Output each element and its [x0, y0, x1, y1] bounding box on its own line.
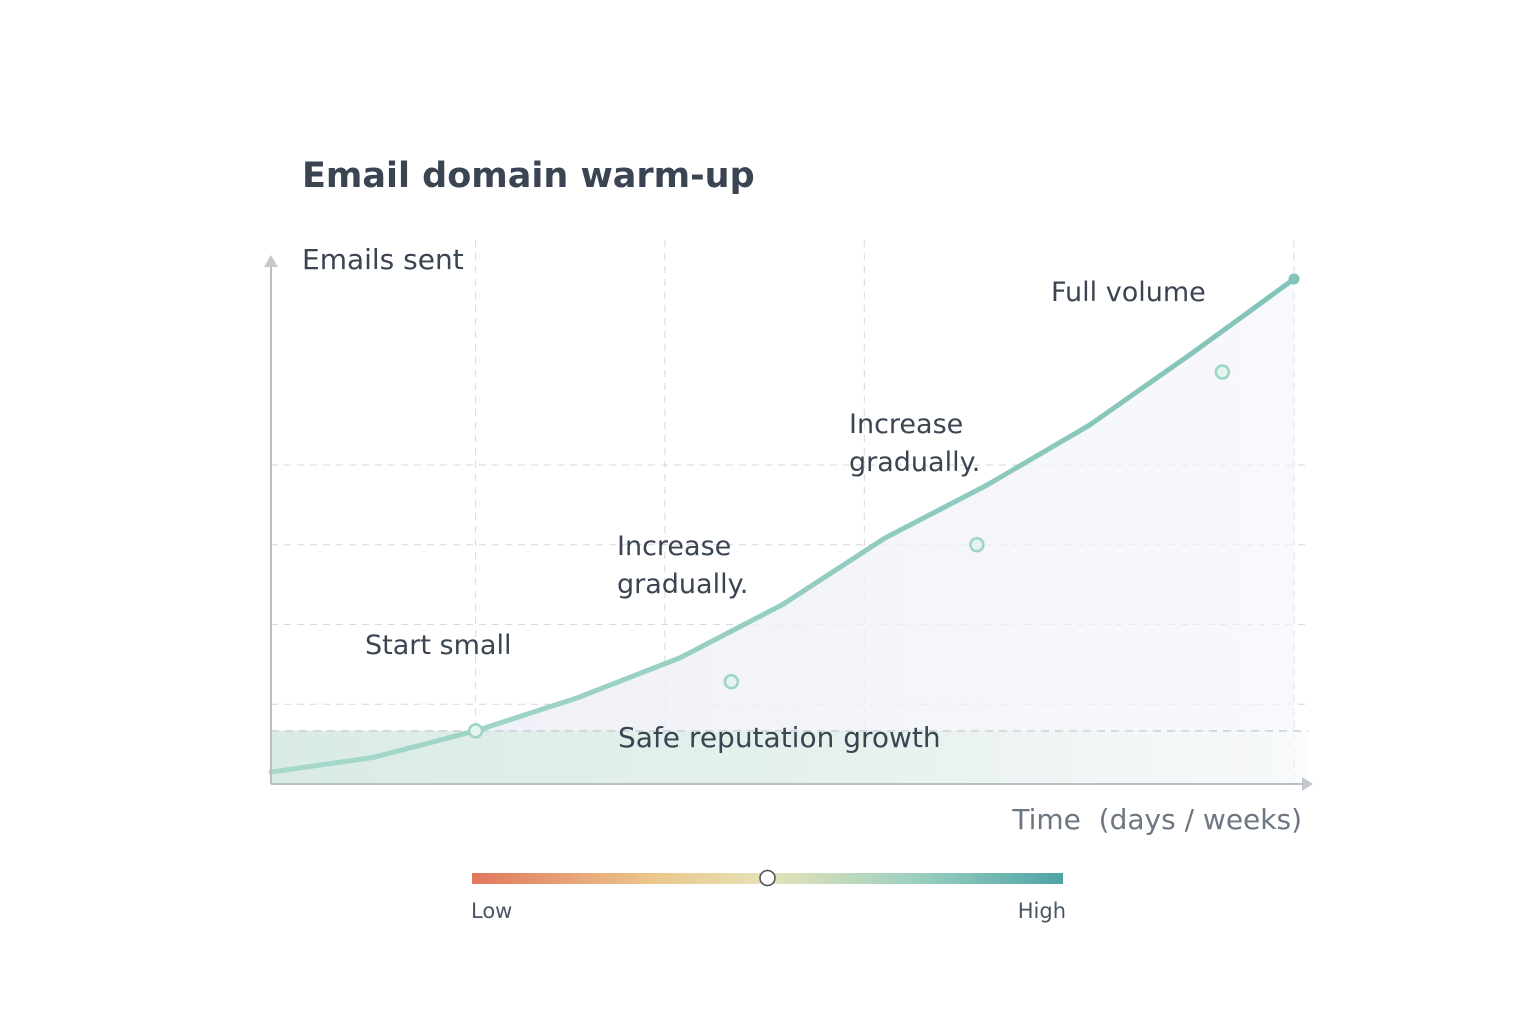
- milestone-point: [969, 537, 985, 553]
- annotations: Start small Increase gradually. Increase gra…: [365, 277, 1206, 661]
- milestone-label: Increase gradually.: [849, 409, 980, 478]
- area-under-curve: [271, 279, 1294, 784]
- scale-indicator: [759, 869, 776, 887]
- scale-low-label: Low: [471, 899, 512, 923]
- milestone-label: Increase gradually.: [617, 531, 748, 600]
- reputation-scale: Low High: [471, 869, 1066, 923]
- milestone-points: [467, 364, 1231, 739]
- end-point: [1288, 273, 1300, 285]
- milestone-point: [723, 673, 740, 690]
- chart-title: Email domain warm-up: [302, 156, 755, 196]
- safe-band-label: Safe reputation growth: [618, 721, 941, 754]
- y-axis-label: Emails sent: [302, 243, 464, 276]
- x-axis-label: Time (days / weeks): [1011, 803, 1302, 836]
- emails-sent-line: [268, 276, 1297, 775]
- x-axis-arrow: [1302, 777, 1313, 791]
- milestone-label: Full volume: [1051, 277, 1206, 308]
- y-axis-arrow: [264, 255, 278, 267]
- scale-high-label: High: [1018, 899, 1066, 923]
- milestone-point: [1214, 364, 1231, 380]
- milestone-label: Start small: [365, 630, 511, 661]
- milestone-point: [467, 723, 484, 739]
